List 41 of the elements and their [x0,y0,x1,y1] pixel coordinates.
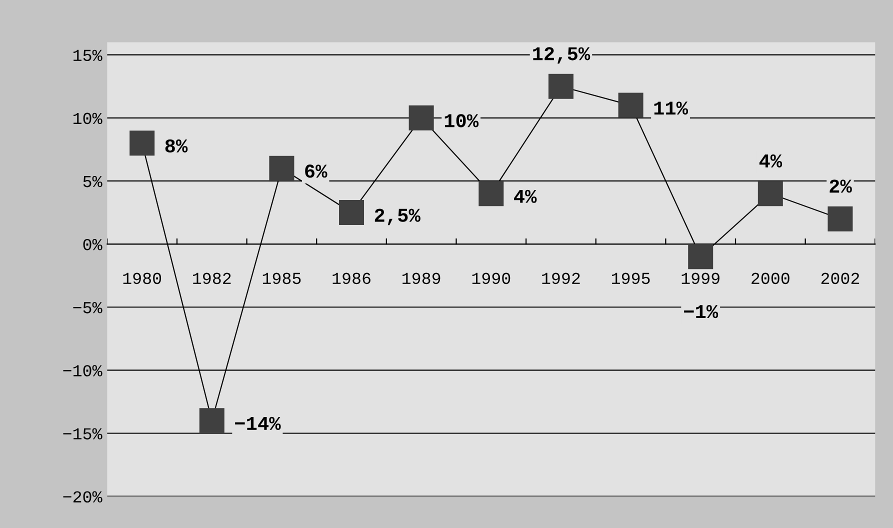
data-label: 2% [830,180,852,193]
data-label: 12,5% [533,47,590,64]
y-tick-label: 5% [83,176,102,188]
point [688,244,714,270]
data-label: −14% [235,416,281,430]
point [828,206,853,232]
data-label: 4% [514,190,537,203]
point [758,181,783,206]
x-tick-label: 1995 [612,272,650,284]
y-tick-label: −5% [73,302,102,314]
y-tick-label: −10% [63,365,102,376]
point [408,105,434,130]
x-tick-label: 1989 [402,272,440,284]
x-tick-label: 1985 [262,272,301,284]
point [130,130,155,156]
y-tick-label: 0% [83,238,102,250]
y-tick-label: 10% [73,112,102,124]
x-tick-label: 2000 [752,272,790,284]
x-tick-label: 1982 [193,272,231,284]
y-tick-label: −15% [63,428,102,440]
point [548,74,574,99]
x-tick-label: 1990 [472,272,510,284]
point [339,200,364,226]
data-label: 8% [165,139,188,153]
x-tick-label: 1980 [123,272,162,284]
data-label: 6% [305,164,328,178]
data-label: −1% [684,305,718,318]
x-tick-label: 1992 [542,272,580,284]
point [199,408,224,434]
y-tick-label: 15% [73,50,102,62]
x-tick-label: 2002 [821,272,860,284]
data-label: 2,5% [374,208,420,226]
data-label: 4% [759,154,782,168]
y-tick-label: −20% [63,491,102,503]
x-tick-label: 1999 [682,272,720,284]
data-label: 11% [654,102,688,115]
point [618,92,644,118]
data-label: 10% [444,114,479,128]
point [478,181,504,206]
x-tick-label: 1986 [332,272,370,284]
point [269,156,294,181]
